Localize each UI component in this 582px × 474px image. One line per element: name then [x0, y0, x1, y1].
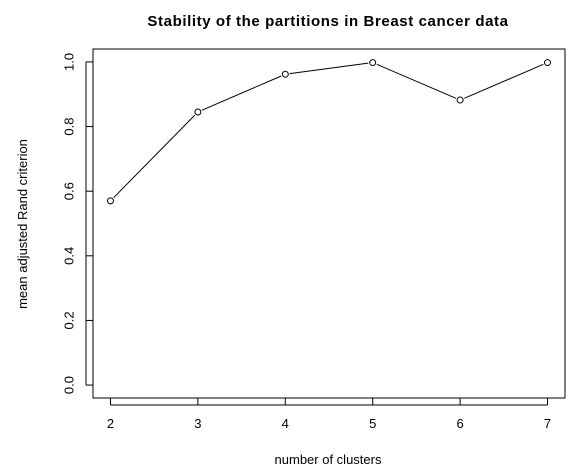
y-tick-label: 0.8: [62, 118, 77, 136]
series-line-segment: [289, 62, 369, 75]
y-tick-label: 0.6: [62, 182, 77, 200]
plot-area-frame: [92, 48, 566, 399]
x-tick-label: 7: [544, 416, 551, 431]
y-tick-label: 0.0: [62, 376, 77, 394]
y-axis-label: mean adjusted Rand criterion: [15, 139, 30, 309]
x-axis-label: number of clusters: [275, 452, 382, 467]
y-tick-label: 0.4: [62, 247, 77, 265]
x-axis: 2 3 4 5 6 7: [107, 398, 551, 431]
series-line-segment: [376, 63, 457, 99]
y-tick-label: 1.0: [62, 53, 77, 71]
data-series: [106, 59, 552, 205]
x-tick-label: 3: [194, 416, 201, 431]
chart-title: Stability of the partitions in Breast ca…: [147, 13, 508, 30]
y-axis: 0.0 0.2 0.4 0.6 0.8 1.0: [62, 53, 93, 394]
x-tick-label: 2: [107, 416, 114, 431]
y-tick-label: 0.2: [62, 311, 77, 329]
data-point: [281, 70, 289, 78]
data-point: [106, 197, 114, 205]
x-tick-label: 6: [456, 416, 463, 431]
series-line-segment: [464, 63, 544, 99]
x-tick-label: 5: [369, 416, 376, 431]
series-line-segment: [113, 114, 196, 199]
x-tick-label: 4: [282, 416, 289, 431]
data-point: [369, 59, 377, 67]
series-line-segment: [201, 75, 282, 111]
data-point: [456, 96, 464, 104]
data-point: [544, 59, 552, 67]
data-point: [194, 108, 202, 116]
